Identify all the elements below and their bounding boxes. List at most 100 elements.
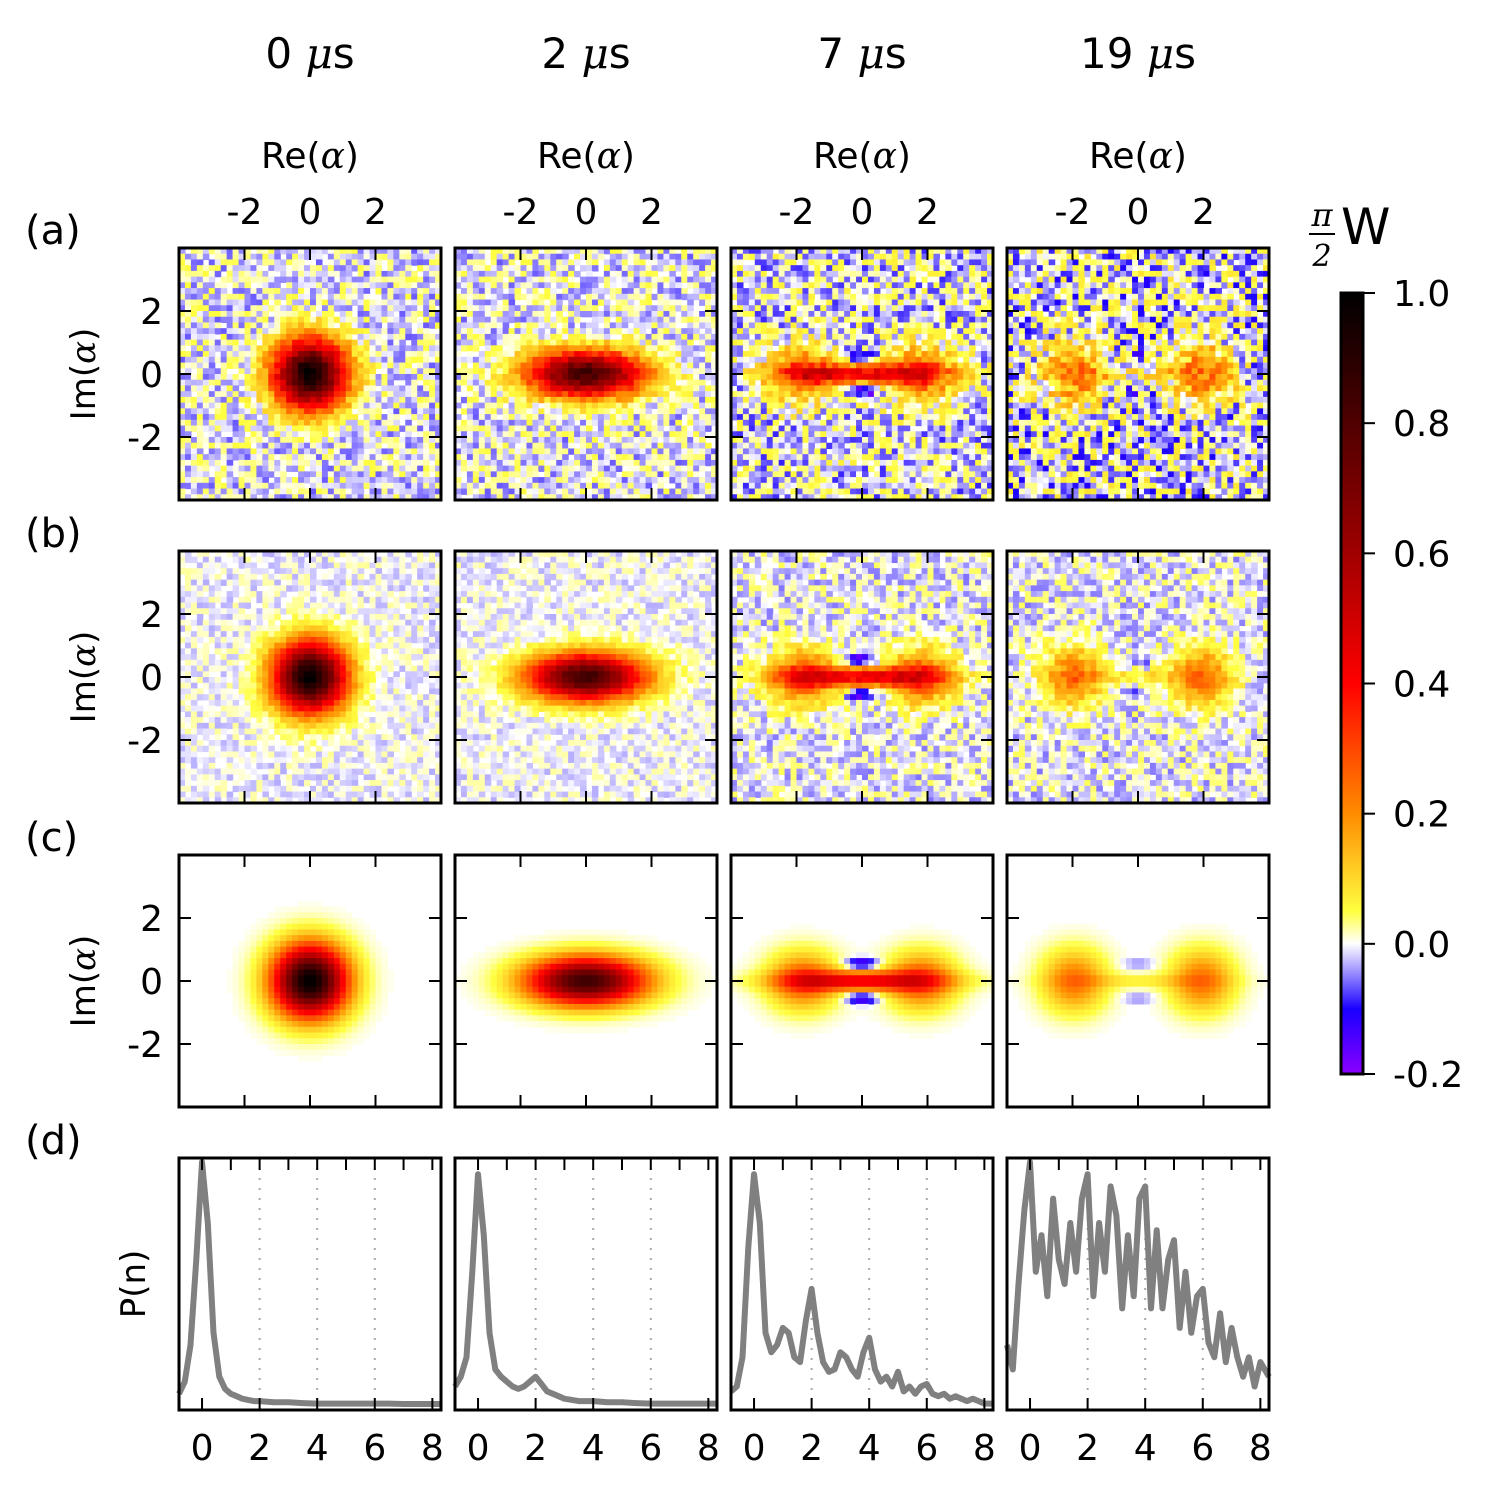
xlabel-3: Re(α) [1089, 136, 1187, 177]
xlabel-2: Re(α) [813, 136, 911, 177]
heatmap-cells [179, 551, 442, 804]
wigner-panel-b-1 [453, 549, 719, 805]
time-label-0: 0 μs [265, 29, 354, 78]
x-tick-label: 0 [851, 192, 874, 233]
wigner-panel-a-0: -2 0 2Re(α)20-2 [127, 136, 443, 502]
panel-frame [1005, 1156, 1271, 1412]
n-tick-label: 4 [582, 1428, 605, 1469]
wigner-panel-c-3 [1005, 853, 1271, 1109]
heatmap-cells [226, 900, 394, 1062]
time-label-3: 19 μs [1080, 29, 1196, 78]
y-tick-label: -2 [127, 1025, 163, 1066]
wigner-panel-b-0: 2 0 -2 [127, 549, 443, 805]
pn-series-line [1004, 1159, 1272, 1390]
ylabel-0: Im(α) [64, 328, 104, 421]
panel-frame [729, 1156, 995, 1412]
heatmap-cells [1007, 923, 1270, 1039]
n-tick-label: 8 [1249, 1428, 1272, 1469]
row-label-d: (d) [25, 1118, 82, 1164]
x-tick-label: -2 [227, 192, 263, 233]
y-tick-label: 0 [140, 962, 163, 1003]
n-tick-label: 2 [524, 1428, 547, 1469]
n-tick-label: 8 [973, 1428, 996, 1469]
colorbar-label-num: π [1310, 196, 1333, 234]
wigner-panel-c-2 [729, 853, 995, 1109]
x-tick-label: 0 [575, 192, 598, 233]
panel-frame [453, 1156, 719, 1412]
heatmap-cells [731, 551, 994, 804]
row-label-b: (b) [25, 511, 82, 557]
colorbar-label: π 2W [1309, 196, 1390, 274]
n-tick-label: 6 [1191, 1428, 1214, 1469]
heatmap-cells [455, 929, 718, 1034]
colorbar-gradient [1341, 293, 1363, 1074]
time-label-2: 7 μs [817, 29, 906, 78]
ylabel-2: Im(α) [64, 935, 104, 1028]
colorbar-label-den: 2 [1311, 239, 1331, 274]
x-tick-label: 2 [640, 192, 663, 233]
y-tick-label: 0 [140, 355, 163, 396]
y-tick-label: 2 [140, 595, 163, 636]
row-label-a: (a) [25, 208, 81, 254]
n-tick-label: 0 [743, 1428, 766, 1469]
heatmap-cells [179, 248, 442, 501]
x-tick-label: -2 [1055, 192, 1091, 233]
y-tick-label: 0 [140, 658, 163, 699]
n-tick-label: 4 [306, 1428, 329, 1469]
panel-frame [177, 1156, 443, 1412]
n-tick-label: 6 [915, 1428, 938, 1469]
heatmap-cells [1007, 248, 1270, 501]
n-tick-label: 0 [191, 1428, 214, 1469]
x-tick-label: 2 [1192, 192, 1215, 233]
n-tick-label: 2 [248, 1428, 271, 1469]
pn-series-line [452, 1171, 717, 1407]
wigner-panel-c-1 [453, 853, 719, 1109]
wigner-panel-b-3 [1005, 549, 1271, 805]
heatmap-cells [1007, 551, 1270, 804]
colorbar-tick-label: 0.6 [1393, 534, 1450, 575]
pn-series-line [729, 1171, 993, 1407]
y-tick-label: 2 [140, 899, 163, 940]
n-tick-label: 8 [697, 1428, 720, 1469]
n-tick-label: 2 [1076, 1428, 1099, 1469]
colorbar-tick-label: 0.4 [1393, 665, 1450, 706]
wigner-panel-a-1: -2 0 2Re(α) [453, 136, 719, 502]
xlabel-1: Re(α) [537, 136, 635, 177]
pn-series-line [176, 1159, 441, 1407]
colorbar-label-var: W [1341, 198, 1390, 256]
n-tick-label: 0 [467, 1428, 490, 1469]
n-tick-label: 2 [800, 1428, 823, 1469]
x-tick-label: 0 [299, 192, 322, 233]
n-tick-label: 8 [421, 1428, 444, 1469]
n-tick-label: 6 [639, 1428, 662, 1469]
colorbar-tick-label: 0.8 [1393, 404, 1450, 445]
heatmap-cells [731, 248, 994, 501]
ylabel-1: Im(α) [64, 631, 104, 724]
wigner-panel-a-2: -2 0 2Re(α) [729, 136, 995, 502]
y-tick-label: -2 [127, 721, 163, 762]
y-tick-label: 2 [140, 292, 163, 333]
heatmap-cells [455, 551, 718, 804]
n-tick-label: 0 [1019, 1428, 1042, 1469]
n-tick-label: 6 [363, 1428, 386, 1469]
x-tick-label: -2 [503, 192, 539, 233]
colorbar-tick-label: 0.0 [1393, 925, 1450, 966]
time-label-1: 2 μs [541, 29, 630, 78]
x-tick-label: 2 [364, 192, 387, 233]
x-tick-label: 0 [1127, 192, 1150, 233]
x-tick-label: -2 [779, 192, 815, 233]
n-tick-label: 4 [858, 1428, 881, 1469]
colorbar-tick-label: -0.2 [1393, 1055, 1463, 1096]
wigner-panel-b-2 [729, 549, 995, 805]
n-tick-label: 4 [1134, 1428, 1157, 1469]
heatmap-cells [731, 923, 994, 1039]
row-label-c: (c) [25, 815, 78, 861]
xlabel-0: Re(α) [261, 136, 359, 177]
colorbar-tick-label: 0.2 [1393, 795, 1450, 836]
colorbar: 1.0 0.8 0.6 0.4 0.2 0.0 -0.2 π 2W [1309, 196, 1463, 1096]
